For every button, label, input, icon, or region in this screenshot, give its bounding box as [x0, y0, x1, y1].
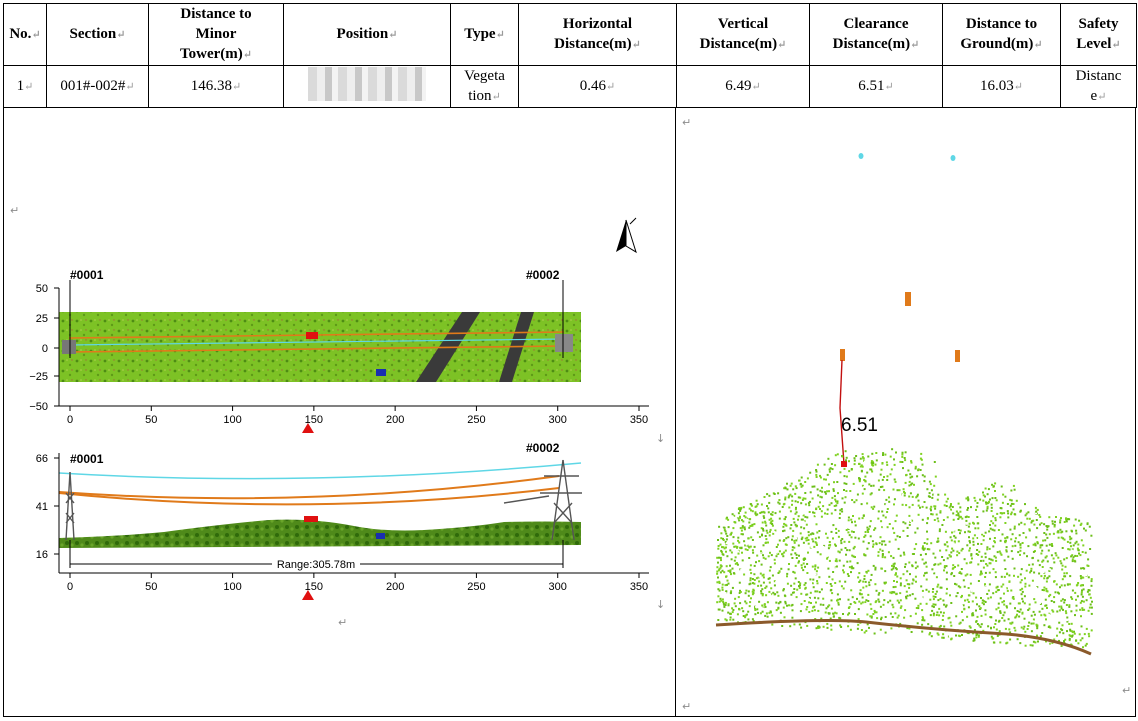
profile-x-tick-label: 0: [67, 581, 73, 593]
profile-x-tick-label: 50: [145, 581, 157, 593]
plan-x-tick-label: 200: [386, 414, 404, 426]
clearance-measure-line: [839, 359, 845, 465]
plan-vehicle-mark: [376, 369, 386, 376]
cell-position: [283, 65, 451, 108]
cross-section-canvas: 6.51: [715, 153, 1093, 656]
plan-x-tick-label: 350: [630, 414, 648, 426]
plan-x-tick-label: 0: [67, 414, 73, 426]
profile-conductor: [58, 475, 560, 500]
table-row: 1↵ 001#-002#↵ 146.38↵ Vegeta tion↵ 0.46↵ …: [3, 65, 1137, 108]
plan-y-tick-label: 25: [36, 313, 48, 325]
danger-point: [841, 461, 847, 467]
profile-tower-0002: [503, 459, 582, 541]
plan-conductor-line: [68, 345, 565, 353]
header-type: Type↵: [450, 3, 519, 66]
header-distance-to-ground: Distance to Ground(m)↵: [942, 3, 1061, 66]
profile-x-tick-label: 100: [223, 581, 241, 593]
header-safety-level: Safety Level↵: [1060, 3, 1137, 66]
profile-y-tick-label: 16: [36, 549, 48, 561]
paragraph-mark: ↵: [338, 616, 348, 629]
paragraph-mark: ↵: [10, 204, 20, 217]
north-arrow-icon: [616, 217, 637, 254]
plan-y-tick-label: 0: [42, 343, 48, 355]
plan-position-marker: [301, 423, 314, 433]
plan-x-tick-label: 250: [467, 414, 485, 426]
profile-ground-wire: [58, 462, 582, 480]
conductor-point: [955, 350, 960, 362]
cross-section-panel: ↵ ↵ ↵ 6.51: [675, 107, 1136, 717]
profile-conductor: [58, 487, 560, 506]
profile-view: #0001 #0002 Range:305.78m 66 41 16 0 50 100 1…: [36, 441, 649, 600]
conductor-point: [905, 292, 911, 306]
plan-ground-wire: [68, 338, 565, 346]
conductor-point: [840, 349, 845, 361]
cell-type: Vegeta tion↵: [450, 65, 519, 108]
paragraph-mark: ↵: [682, 116, 692, 129]
profile-x-tick-label: 350: [630, 581, 648, 593]
ground-wire-point: [858, 153, 864, 159]
plan-tower-0002: [555, 334, 573, 352]
plan-y-tick-label: −25: [29, 371, 48, 383]
span-views-panel: ↵ ↓ ↓ ↵: [3, 107, 676, 717]
plan-x-tick-label: 100: [223, 414, 241, 426]
plan-x-tick-label: 300: [549, 414, 567, 426]
profile-terrain: [59, 519, 581, 548]
ground-line: [715, 619, 1092, 656]
plan-y-tick-label: −50: [29, 401, 48, 413]
plan-tower-0001: [62, 340, 76, 354]
redacted-position-image: [308, 66, 426, 101]
cell-distance-minor-tower: 146.38↵: [148, 65, 284, 108]
plan-y-tick-label: 50: [36, 283, 48, 295]
profile-x-tick-label: 200: [386, 581, 404, 593]
cell-no: 1↵: [3, 65, 47, 108]
profile-y-tick-label: 41: [36, 501, 48, 513]
header-distance-minor-tower: Distance to Minor Tower(m)↵: [148, 3, 284, 66]
range-label: Range:305.78m: [277, 559, 355, 571]
plan-tower-a-label: #0001: [70, 268, 104, 282]
profile-tower-a-label: #0001: [70, 452, 104, 466]
vegetation-point-cloud: [716, 448, 1093, 649]
profile-y-tick-label: 66: [36, 453, 48, 465]
cell-clearance-distance: 6.51↵: [809, 65, 943, 108]
profile-position-marker: [301, 590, 314, 600]
header-vertical-distance: Vertical Distance(m)↵: [676, 3, 810, 66]
paragraph-mark: ↵: [1122, 684, 1132, 697]
clearance-report-table: No.↵ Section↵ Distance to Minor Tower(m)…: [3, 3, 1137, 108]
header-section: Section↵: [46, 3, 149, 66]
plan-x-tick-label: 50: [145, 414, 157, 426]
paragraph-mark: ↓: [656, 598, 666, 611]
header-clearance-distance: Clearance Distance(m)↵: [809, 3, 943, 66]
profile-x-tick-label: 150: [305, 581, 323, 593]
profile-vehicle-mark: [376, 533, 385, 539]
profile-x-tick-label: 300: [549, 581, 567, 593]
cell-horizontal-distance: 0.46↵: [518, 65, 677, 108]
header-position: Position↵: [283, 3, 451, 66]
plan-x-tick-label: 150: [305, 414, 323, 426]
cell-section: 001#-002#↵: [46, 65, 149, 108]
profile-tower-0001: [65, 471, 75, 541]
ground-wire-point: [950, 155, 956, 161]
paragraph-mark: ↓: [656, 432, 666, 445]
cell-distance-to-ground: 16.03↵: [942, 65, 1061, 108]
profile-danger-point: [304, 516, 318, 522]
table-header-row: No.↵ Section↵ Distance to Minor Tower(m)…: [3, 3, 1137, 66]
cell-safety-level: Distanc e↵: [1060, 65, 1137, 108]
profile-x-tick-label: 250: [467, 581, 485, 593]
plan-danger-point: [306, 332, 318, 339]
header-no: No.↵: [3, 3, 47, 66]
plan-tower-b-label: #0002: [526, 268, 560, 282]
profile-tower-b-label: #0002: [526, 441, 560, 455]
clearance-label: 6.51: [841, 415, 878, 436]
header-horizontal-distance: Horizontal Distance(m)↵: [518, 3, 677, 66]
cell-vertical-distance: 6.49↵: [676, 65, 810, 108]
paragraph-mark: ↵: [682, 700, 692, 713]
